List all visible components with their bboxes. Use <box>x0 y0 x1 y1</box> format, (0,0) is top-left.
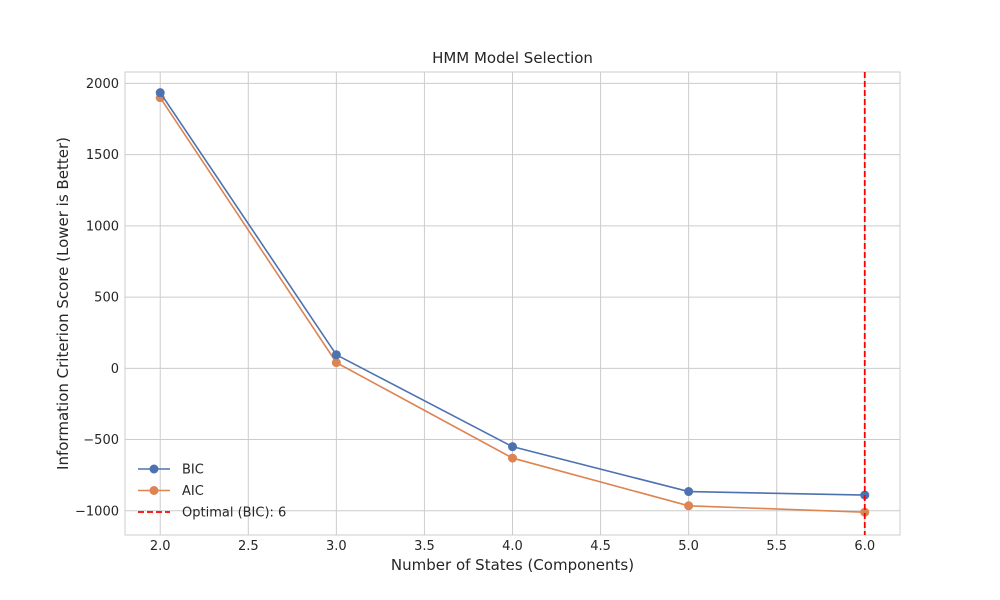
y-tick-label: 1000 <box>86 219 119 234</box>
chart-title: HMM Model Selection <box>432 49 593 67</box>
y-tick-label: 1500 <box>86 148 119 163</box>
x-tick-label: 3.5 <box>414 539 435 554</box>
legend-marker-bic <box>149 464 159 474</box>
x-tick-label: 5.0 <box>678 539 699 554</box>
y-tick-label: 0 <box>111 362 119 377</box>
data-point-aic <box>684 501 694 511</box>
legend-label: BIC <box>182 463 204 478</box>
y-tick-label: 2000 <box>86 77 119 92</box>
legend-label: AIC <box>182 484 204 499</box>
series-layer <box>155 88 870 517</box>
x-tick-label: 2.0 <box>150 539 171 554</box>
x-axis-ticks: 2.0 2.5 3.0 3.5 4.0 4.5 5.0 5.5 6.0 <box>150 539 875 554</box>
x-axis-label: Number of States (Components) <box>391 556 634 574</box>
legend-label: Optimal (BIC): 6 <box>182 506 286 521</box>
y-tick-label: −1000 <box>75 504 119 519</box>
y-axis-ticks: 2000 1500 1000 500 0 −500 −1000 <box>75 77 119 519</box>
y-axis-label: Information Criterion Score (Lower is Be… <box>54 137 72 470</box>
legend: BIC AIC Optimal (BIC): 6 <box>138 463 286 521</box>
y-tick-label: −500 <box>83 433 119 448</box>
data-point-bic <box>508 442 517 452</box>
plot-frame <box>124 71 901 536</box>
x-tick-label: 4.0 <box>502 539 523 554</box>
y-tick-label: 500 <box>94 291 119 306</box>
x-tick-label: 5.5 <box>766 539 787 554</box>
legend-marker-aic <box>149 486 159 495</box>
x-tick-label: 6.0 <box>854 539 875 554</box>
x-tick-label: 3.0 <box>326 539 347 554</box>
data-point-aic <box>508 453 517 463</box>
data-point-bic <box>331 350 341 360</box>
data-point-aic <box>860 507 870 517</box>
x-tick-label: 2.5 <box>238 539 259 554</box>
data-point-bic <box>684 487 694 497</box>
data-point-aic <box>331 358 341 368</box>
x-tick-label: 4.5 <box>590 539 611 554</box>
data-point-bic <box>155 88 165 98</box>
grid <box>125 72 900 535</box>
